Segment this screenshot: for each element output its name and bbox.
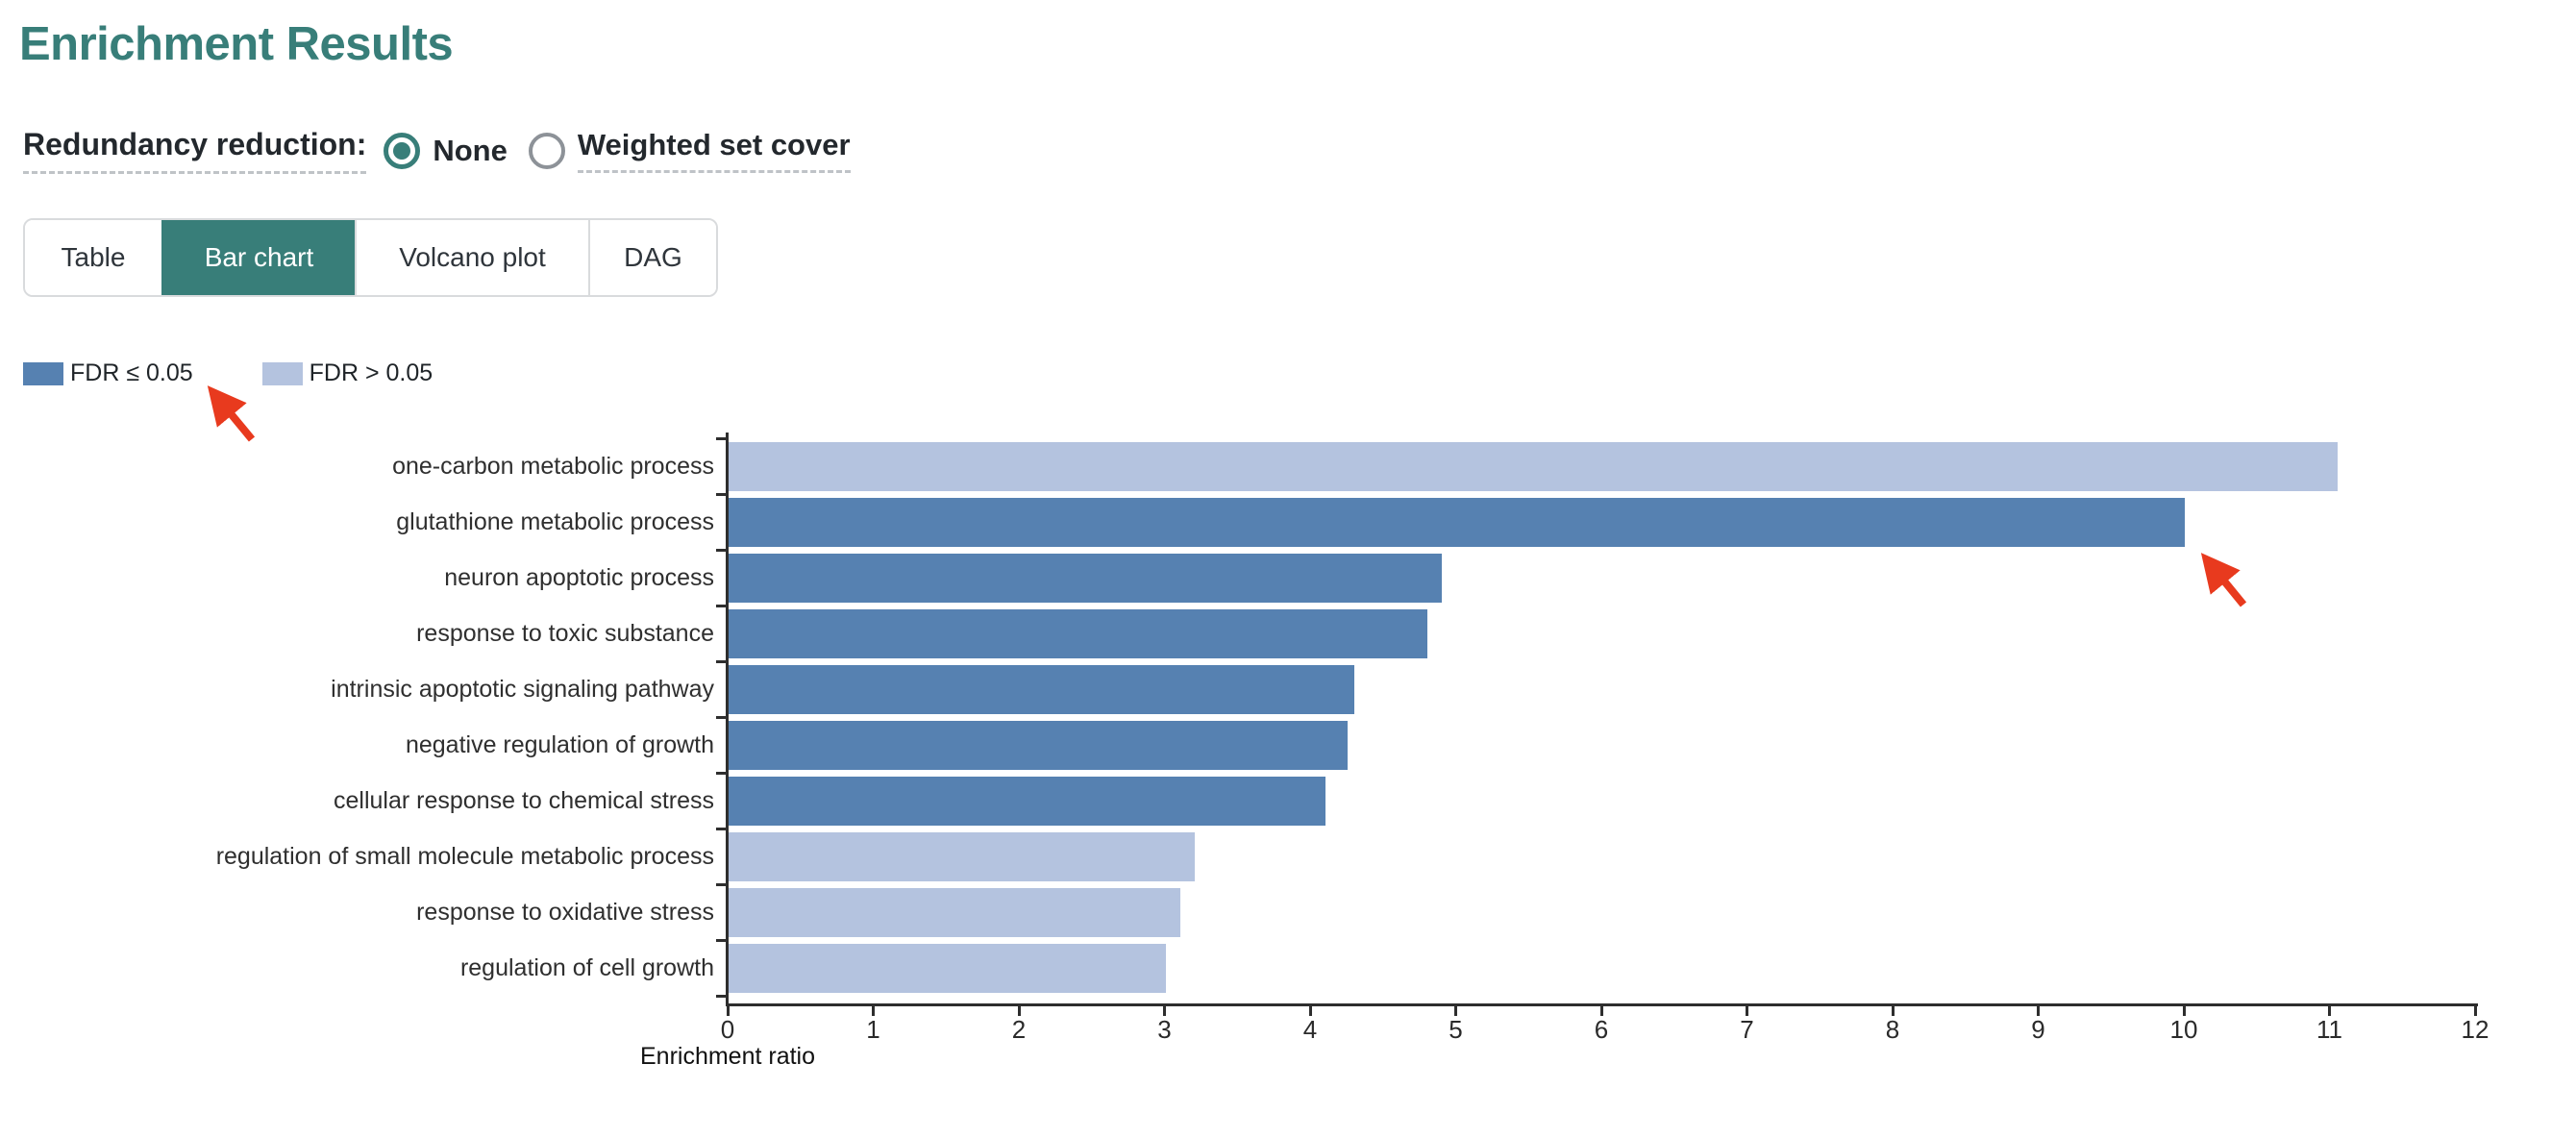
legend-swatch-icon (23, 361, 63, 385)
y-axis-tick (716, 716, 726, 719)
x-axis-tick-label: 1 (866, 1015, 880, 1044)
legend-item-fdr-0-05: FDR > 0.05 (261, 359, 433, 387)
bar-cellular-response-to-chemical-stress[interactable] (729, 777, 1325, 826)
x-axis-title: Enrichment ratio (639, 1043, 816, 1070)
x-axis-tick (1454, 1006, 1457, 1016)
category-label: neuron apoptotic process (444, 564, 714, 591)
radio-dot-icon (393, 141, 411, 160)
x-axis-tick (2473, 1006, 2477, 1016)
tab-volcano-plot[interactable]: Volcano plot (355, 220, 588, 295)
y-axis-tick (716, 549, 726, 552)
y-axis-tick (716, 493, 726, 496)
x-axis-tick-label: 4 (1302, 1015, 1318, 1044)
chart-legend: FDR ≤ 0.05 FDR > 0.05 (23, 359, 433, 387)
x-axis-tick (2037, 1006, 2040, 1016)
y-axis-tick (716, 772, 726, 775)
y-axis-tick (716, 883, 726, 886)
radio-option-label[interactable]: None (433, 133, 508, 167)
x-axis-tick (1891, 1006, 1895, 1016)
radio-selected-icon[interactable] (384, 132, 421, 169)
x-axis-tick-label: 8 (1885, 1015, 1900, 1044)
x-axis-tick-label: 6 (1594, 1015, 1609, 1044)
bar-negative-regulation-of-growth[interactable] (729, 721, 1348, 770)
y-axis-tick (716, 939, 726, 942)
x-axis-tick-label: 7 (1740, 1015, 1754, 1044)
tab-dag[interactable]: DAG (588, 220, 716, 295)
page-title: Enrichment Results (19, 18, 454, 70)
redundancy-options: None Weighted set cover (384, 128, 851, 173)
x-axis-tick-label: 2 (1011, 1015, 1027, 1044)
x-axis-tick (1017, 1006, 1021, 1016)
x-axis-tick (1746, 1006, 1748, 1016)
bar-regulation-of-cell-growth[interactable] (729, 944, 1166, 993)
x-axis-line (726, 1003, 2478, 1006)
legend-swatch-icon (261, 361, 303, 385)
category-label: response to toxic substance (416, 620, 714, 647)
x-axis-tick-label: 11 (2316, 1015, 2342, 1044)
view-tabs: Table Bar chart Volcano plot DAG (23, 218, 718, 297)
tab-table[interactable]: Table (25, 220, 161, 295)
category-label: cellular response to chemical stress (334, 787, 714, 814)
x-axis-tick (1599, 1006, 1603, 1016)
bar-response-to-oxidative-stress[interactable] (729, 888, 1180, 937)
category-label: intrinsic apoptotic signaling pathway (331, 676, 714, 703)
bar-regulation-of-small-molecule-metabolic-process[interactable] (729, 832, 1195, 881)
radio-unselected-icon[interactable] (528, 132, 565, 169)
redundancy-reduction-label[interactable]: Redundancy reduction: (23, 127, 367, 174)
category-label: negative regulation of growth (405, 731, 714, 758)
x-axis-tick (1308, 1006, 1312, 1016)
legend-label: FDR > 0.05 (309, 359, 433, 386)
category-label: regulation of small molecule metabolic p… (215, 843, 714, 870)
category-label: glutathione metabolic process (396, 508, 714, 535)
category-label: one-carbon metabolic process (392, 453, 714, 480)
bar-neuron-apoptotic-process[interactable] (729, 554, 1442, 603)
radio-option-none[interactable]: None (384, 132, 508, 169)
x-axis-tick (2182, 1006, 2186, 1016)
redundancy-controls: Redundancy reduction: None Weighted set c… (23, 127, 851, 174)
y-axis-tick (716, 660, 726, 663)
y-axis-line (726, 433, 729, 1006)
category-label: response to oxidative stress (416, 899, 714, 926)
tab-bar-chart[interactable]: Bar chart (161, 220, 355, 295)
x-axis-tick-label: 12 (2461, 1015, 2489, 1044)
x-axis-tick-label: 9 (2031, 1015, 2045, 1044)
y-axis-tick (716, 828, 726, 830)
radio-option-weighted-set-cover[interactable]: Weighted set cover (528, 128, 851, 173)
x-axis-tick (872, 1006, 875, 1016)
y-axis-tick (716, 437, 726, 440)
x-axis-tick (2328, 1006, 2331, 1016)
x-axis-tick-label: 3 (1157, 1015, 1172, 1044)
x-axis-tick-label: 10 (2169, 1015, 2198, 1044)
x-axis-tick-label: 5 (1449, 1015, 1463, 1044)
radio-option-label[interactable]: Weighted set cover (577, 128, 851, 173)
bar-response-to-toxic-substance[interactable] (729, 609, 1427, 658)
x-axis-tick-label: 0 (720, 1015, 735, 1044)
legend-item-fdr-0-05: FDR ≤ 0.05 (23, 359, 193, 387)
y-axis-tick (716, 605, 726, 607)
y-axis-tick (716, 995, 726, 998)
legend-label: FDR ≤ 0.05 (70, 359, 193, 386)
bar-one-carbon-metabolic-process[interactable] (729, 442, 2338, 491)
category-label: regulation of cell growth (459, 954, 714, 981)
bar-intrinsic-apoptotic-signaling-pathway[interactable] (729, 665, 1354, 714)
x-axis-tick (1163, 1006, 1166, 1016)
x-axis-tick (726, 1006, 730, 1016)
bar-glutathione-metabolic-process[interactable] (729, 498, 2185, 547)
